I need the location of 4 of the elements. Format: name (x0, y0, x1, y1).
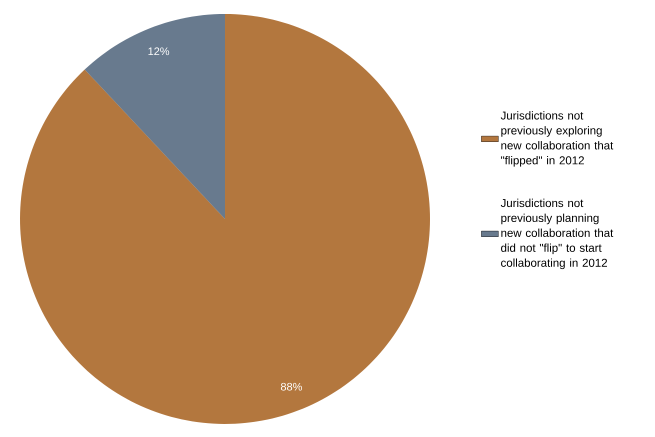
data-label: 12% (148, 47, 170, 56)
data-label: 88% (280, 382, 302, 391)
legend-label: Jurisdictions not previously planning new collaboration that did not "flip" to start collaborating in 2012 (500, 198, 614, 270)
legend-label: Jurisdictions not previously exploring new collaboration that "flipped" in 2012 (500, 111, 614, 167)
